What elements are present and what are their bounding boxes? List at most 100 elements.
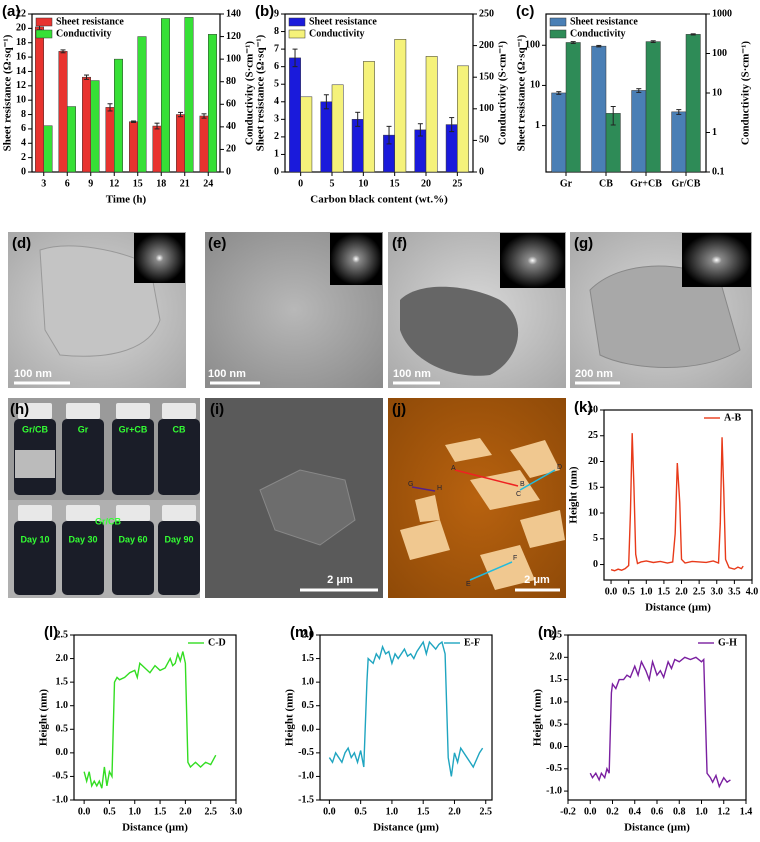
panel-label: (g) (574, 235, 593, 252)
x-tick-label: 3.0 (230, 806, 243, 817)
panel-label: (d) (12, 235, 31, 252)
y-tick-label: 2.5 (56, 629, 69, 640)
bottle-label: Day 60 (118, 534, 147, 544)
y-tick-label: 0 (21, 166, 26, 177)
x-axis-label: Carbon black content (wt.%) (310, 194, 448, 206)
legend-label: Sheet resistance (309, 16, 377, 27)
bar (685, 34, 701, 173)
y-tick-label: 8 (274, 26, 279, 37)
legend-label: Conductivity (56, 28, 112, 39)
y-tick-label: 1.0 (550, 696, 563, 707)
y2-tick-label: 10 (712, 87, 722, 98)
legend-label: C-D (208, 637, 226, 648)
y-tick-label: 0.0 (56, 747, 69, 758)
bar (394, 39, 407, 173)
y2-tick-label: 50 (479, 135, 489, 146)
y2-tick-label: 120 (226, 31, 241, 42)
y-tick-label: 4 (21, 138, 26, 149)
y-tick-label: 4 (274, 96, 279, 107)
chart: -1.5-1.0-0.50.00.51.01.52.0(m)Distance (… (284, 624, 493, 834)
point-label: D (557, 464, 562, 471)
y-tick-label: 20 (588, 456, 598, 467)
bar (289, 57, 301, 173)
tem-image-f: 100 nm (f) (388, 232, 566, 388)
y2-tick-label: 0 (226, 166, 231, 177)
bar (591, 45, 607, 173)
y-tick-label: 25 (588, 430, 598, 441)
y-tick-label: 15 (588, 482, 598, 493)
y-tick-label: 0.0 (550, 741, 563, 752)
plot-frame (319, 634, 493, 801)
x-tick-label: 0.0 (605, 586, 618, 597)
bottle-label: Gr/CB (95, 516, 122, 526)
y-tick-label: 0 (274, 166, 279, 177)
legend-label: A-B (724, 412, 742, 423)
sem-image-i: 2 μm (i) (205, 398, 383, 598)
x-tick-label: 1.0 (640, 586, 653, 597)
x-tick-label: 0.0 (584, 806, 597, 817)
error-bar (636, 88, 642, 93)
y-tick-label: 0.5 (550, 718, 563, 729)
bar (105, 107, 115, 173)
chart: 0 5 10 15 20 25 30(k) Distance (μm) Height (nm) 0… (568, 399, 759, 614)
x-tick-label: 1.0 (386, 806, 399, 817)
panel-label: (b) (255, 3, 274, 20)
plot-frame (603, 409, 753, 581)
y-tick-label: 1.5 (56, 676, 69, 687)
x-tick-label: 2.0 (448, 806, 461, 817)
y-axis-label: Height (nm) (568, 466, 580, 523)
y-tick-label: -0.5 (52, 771, 68, 782)
panel-label: (f) (392, 235, 407, 252)
y-tick-label: 2.0 (302, 629, 315, 640)
panel-label: (e) (208, 235, 226, 252)
y2-axis-label: Conductivity (S·cm⁻¹) (497, 41, 509, 145)
y-tick-label: 0 (593, 559, 598, 570)
y-tick-label: 5 (593, 533, 598, 544)
point-label: A (451, 465, 456, 472)
error-bar (323, 94, 329, 110)
bar (82, 76, 92, 173)
scale-label: 100 nm (393, 368, 431, 380)
error-bar (131, 120, 137, 123)
y-tick-label: 2.0 (550, 652, 563, 663)
x-tick-label: 15 (390, 178, 400, 189)
y-tick-label: -1.0 (298, 771, 314, 782)
error-bar (154, 122, 160, 130)
x-tick-label: 25 (452, 178, 462, 189)
y2-tick-label: 1000 (712, 8, 732, 19)
bar (331, 84, 344, 173)
y-tick-label: 0.0 (302, 724, 315, 735)
photo-h: Gr/CB Gr Gr+CB CB Gr/CB Day 10 Day 30 Da… (8, 398, 200, 598)
x-tick-label: 3 (41, 178, 46, 189)
y-tick-label: 2 (274, 131, 279, 142)
error-bar (449, 117, 455, 133)
plot-frame (284, 13, 474, 173)
y-axis-label: Sheet resistance (Ω·sq⁻¹) (516, 34, 528, 151)
tem-image-e: 100 nm (e) (205, 232, 383, 388)
x-tick-label: 21 (180, 178, 190, 189)
point-label: B (520, 481, 525, 488)
error-bar (84, 74, 90, 80)
x-tick-label: 1.0 (129, 806, 142, 817)
bar (351, 119, 364, 173)
error-bar (690, 33, 696, 36)
x-tick-label: 2.5 (204, 806, 217, 817)
error-bar (355, 111, 361, 127)
x-axis-label: Distance (μm) (122, 822, 188, 834)
y2-axis-label: Conductivity (S·cm⁻¹) (740, 41, 752, 145)
x-tick-label: 0.0 (78, 806, 91, 817)
x-tick-label: 6 (65, 178, 70, 189)
x-tick-label: CB (599, 178, 613, 189)
y-axis-label: Sheet resistance (Ω·sq⁻¹) (2, 34, 14, 151)
point-label: E (466, 581, 471, 588)
y-axis-label: Height (nm) (284, 689, 296, 746)
bottle-label: CB (173, 424, 186, 434)
panel-label: (l) (44, 624, 58, 641)
plot-frame (31, 13, 221, 173)
panel-label: (a) (2, 3, 20, 20)
legend-label: Conductivity (309, 28, 365, 39)
bar (565, 42, 581, 173)
bar (129, 121, 138, 173)
y-axis-label: Height (nm) (532, 689, 544, 746)
